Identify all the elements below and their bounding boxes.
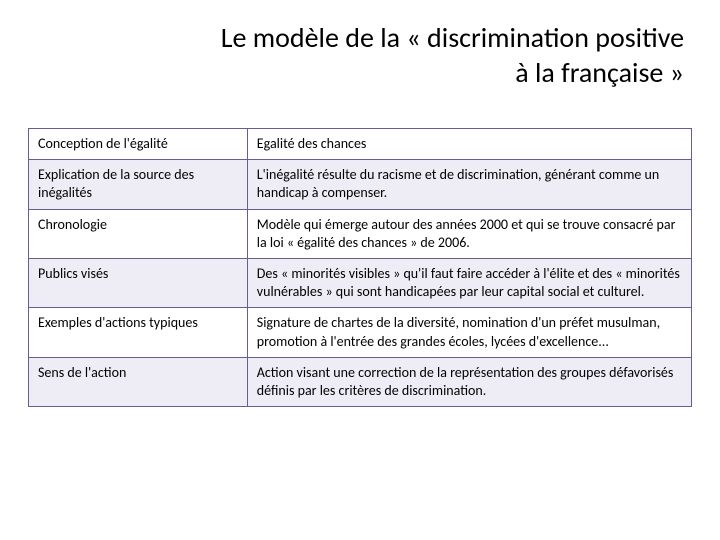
row-label: Conception de l'égalité [29,129,248,160]
row-value: L'inégalité résulte du racisme et de dis… [247,160,691,209]
slide-title: Le modèle de la « discrimination positiv… [28,20,692,90]
table-row: Exemples d'actions typiquesSignature de … [29,308,692,357]
table-row: Publics visésDes « minorités visibles » … [29,258,692,307]
row-label: Publics visés [29,258,248,307]
row-value: Action visant une correction de la repré… [247,357,691,406]
table-row: Sens de l'actionAction visant une correc… [29,357,692,406]
model-table: Conception de l'égalitéEgalité des chanc… [28,128,692,407]
table-row: Explication de la source des inégalitésL… [29,160,692,209]
title-line-2: à la française » [515,55,684,90]
row-value: Egalité des chances [247,129,691,160]
row-label: Chronologie [29,209,248,258]
row-value: Modèle qui émerge autour des années 2000… [247,209,691,258]
row-value: Signature de chartes de la diversité, no… [247,308,691,357]
title-line-1: Le modèle de la « discrimination positiv… [221,20,684,55]
row-label: Explication de la source des inégalités [29,160,248,209]
row-value: Des « minorités visibles » qu'il faut fa… [247,258,691,307]
row-label: Sens de l'action [29,357,248,406]
table-row: ChronologieModèle qui émerge autour des … [29,209,692,258]
row-label: Exemples d'actions typiques [29,308,248,357]
table-row: Conception de l'égalitéEgalité des chanc… [29,129,692,160]
